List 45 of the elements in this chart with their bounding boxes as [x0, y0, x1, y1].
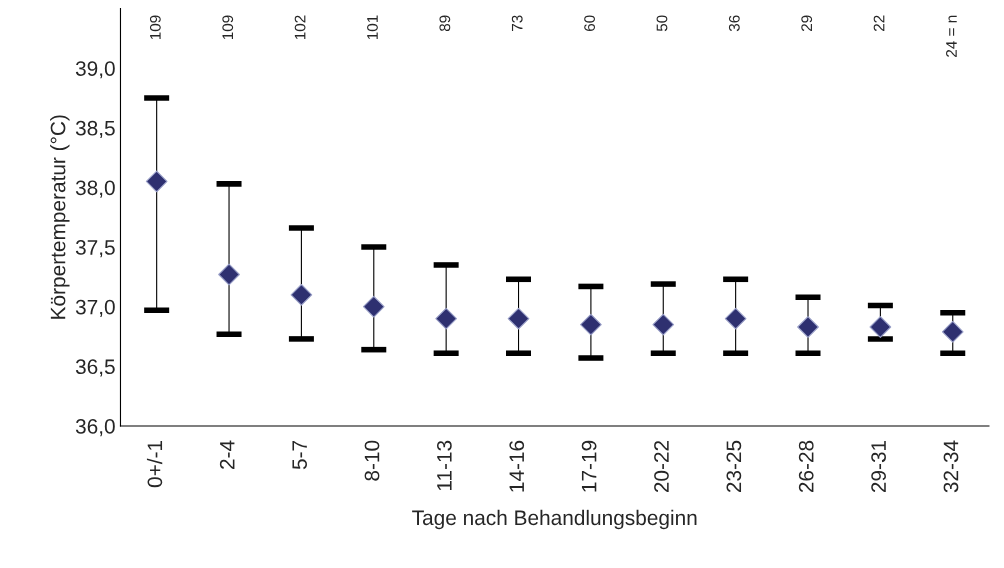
annotation: 36 — [728, 15, 740, 32]
annotation: 89 — [439, 15, 451, 32]
x-tick-label: 5-7 — [292, 440, 307, 470]
point — [290, 283, 313, 306]
x-tick-label: 17-19 — [581, 440, 597, 492]
x-tick-label: 29-31 — [871, 440, 886, 493]
x-tick-label: 8-10 — [364, 440, 380, 481]
annotation: 24 = n — [946, 15, 957, 57]
point — [652, 313, 675, 336]
y-tick-label: 38,5 — [75, 120, 115, 139]
annotation: 102 — [294, 15, 306, 40]
point — [507, 307, 530, 330]
y-axis-title: Körpertemperatur (°C) — [50, 115, 70, 319]
x-tick-label: 2-4 — [219, 440, 235, 469]
y-tick-label: 39,0 — [75, 61, 115, 79]
annotation: 109 — [149, 15, 161, 40]
y-tick-label: 38,0 — [75, 180, 115, 198]
x-axis-title: Tage nach Behandlungsbeginn — [412, 509, 697, 530]
y-tick-label: 36,0 — [75, 419, 115, 437]
point — [362, 295, 385, 318]
x-tick-label: 23-25 — [726, 440, 742, 493]
x-tick-label: 11-13 — [436, 440, 452, 491]
point — [218, 263, 240, 286]
x-tick-label: 26-28 — [798, 440, 814, 493]
y-tick-label: 36,5 — [75, 359, 115, 377]
annotation: 60 — [584, 15, 595, 31]
annotation: 109 — [222, 15, 234, 40]
point — [580, 313, 602, 336]
point — [941, 320, 964, 343]
annotation: 50 — [656, 15, 668, 32]
x-tick-label: 14-16 — [509, 440, 525, 492]
annotation: 101 — [367, 15, 378, 40]
annotation: 73 — [511, 15, 523, 31]
point — [797, 316, 819, 338]
point — [435, 307, 458, 330]
x-tick-label: 0+/-1 — [146, 440, 163, 488]
x-tick-label: 32-34 — [943, 440, 959, 493]
y-tick-label: 37,0 — [75, 299, 115, 317]
x-tick-label: 20-22 — [654, 440, 669, 493]
point — [145, 170, 168, 193]
annotation: 29 — [801, 15, 813, 32]
annotation: 22 — [873, 15, 885, 32]
point — [869, 316, 892, 338]
y-tick-label: 37,5 — [75, 240, 115, 258]
point — [724, 307, 747, 330]
